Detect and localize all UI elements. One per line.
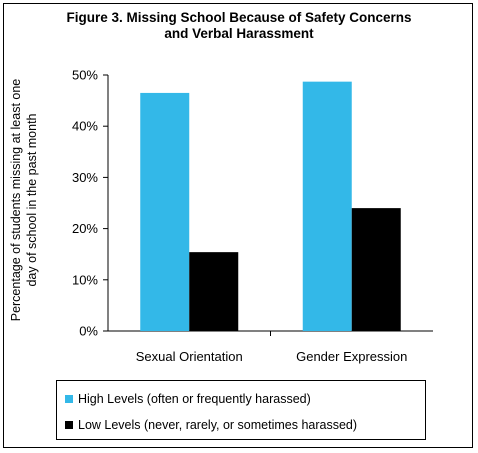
y-tick-label: 40% [72, 119, 98, 134]
legend-swatch-high [65, 395, 73, 403]
chart-title: Figure 3. Missing School Because of Safe… [0, 10, 478, 42]
legend-item-high: High Levels (often or frequently harasse… [65, 391, 311, 407]
legend-swatch-low [65, 421, 73, 429]
chart-title-line1: Figure 3. Missing School Because of Safe… [66, 10, 412, 25]
y-tick-label: 50% [72, 68, 98, 83]
bar-low-1 [351, 208, 401, 331]
y-tick-label: 20% [72, 221, 98, 236]
legend-label-low: Low Levels (never, rarely, or sometimes … [78, 418, 358, 432]
x-tick-label: Gender Expression [296, 349, 407, 364]
y-tick-label: 30% [72, 170, 98, 185]
y-tick-label: 0% [79, 324, 98, 339]
y-tick-label: 10% [72, 272, 98, 287]
bar-high-0 [140, 92, 190, 331]
bar-low-0 [189, 252, 239, 331]
legend: High Levels (often or frequently harasse… [56, 380, 426, 440]
legend-label-high: High Levels (often or frequently harasse… [78, 392, 311, 406]
x-tick-label: Sexual Orientation [136, 349, 243, 364]
chart-title-line2: and Verbal Harassment [164, 26, 314, 41]
legend-item-low: Low Levels (never, rarely, or sometimes … [65, 417, 357, 433]
bar-high-1 [302, 81, 352, 331]
